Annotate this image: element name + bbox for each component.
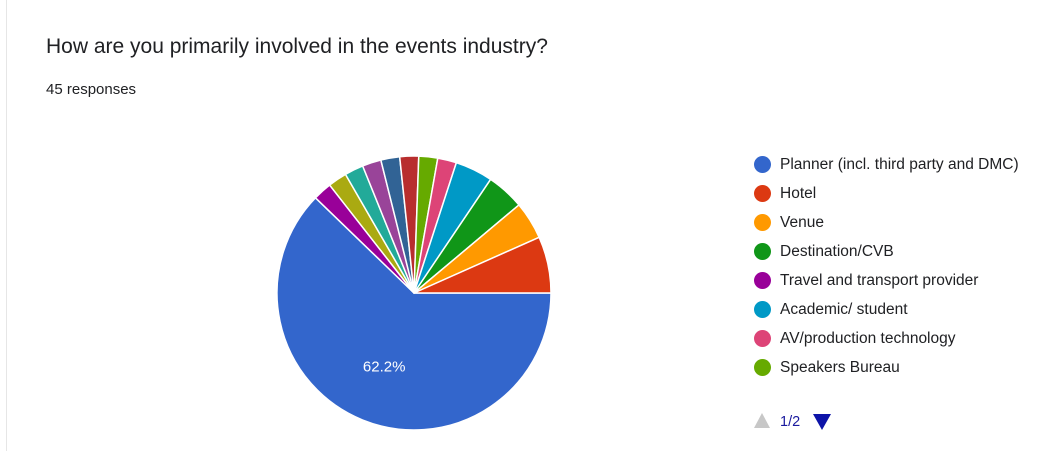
legend-swatch: [754, 185, 771, 202]
legend-pager: 1/2: [752, 410, 872, 434]
legend-label: Hotel: [780, 185, 817, 202]
legend-item-travel: Travel and transport provider: [752, 266, 1062, 295]
legend-item-venue: Venue: [752, 208, 1062, 237]
question-title: How are you primarily involved in the ev…: [46, 35, 548, 58]
pie-slice-planner-incl-third-party-and-dmc[interactable]: [276, 197, 552, 431]
legend-label: AV/production technology: [780, 330, 956, 347]
legend-page-indicator: 1/2: [780, 414, 801, 430]
slice-percent-label: 62.2%: [363, 359, 406, 376]
legend-item-hotel: Hotel: [752, 179, 1062, 208]
triangle-down-icon[interactable]: [813, 414, 831, 430]
legend-label: Venue: [780, 214, 824, 231]
legend-label: Destination/CVB: [780, 243, 894, 260]
pie-slice-hotel[interactable]: [413, 236, 552, 294]
legend-swatch: [754, 301, 771, 318]
legend-item-av-production: AV/production technology: [752, 324, 1062, 353]
triangle-up-icon: [754, 413, 770, 428]
legend-item-planner: Planner (incl. third party and DMC): [752, 150, 1062, 179]
response-count: 45 responses: [46, 81, 137, 98]
legend-label: Academic/ student: [780, 301, 908, 318]
chart-legend: Planner (incl. third party and DMC) Hote…: [752, 150, 1062, 382]
legend-swatch: [754, 330, 771, 347]
legend-label: Travel and transport provider: [780, 272, 979, 289]
legend-swatch: [754, 359, 771, 376]
legend-swatch: [754, 243, 771, 260]
legend-swatch: [754, 272, 771, 289]
legend-item-academic: Academic/ student: [752, 295, 1062, 324]
legend-item-destination: Destination/CVB: [752, 237, 1062, 266]
legend-label: Speakers Bureau: [780, 359, 900, 376]
legend-item-speakers-bureau: Speakers Bureau: [752, 353, 1062, 382]
legend-label: Planner (incl. third party and DMC): [780, 156, 1019, 173]
legend-swatch: [754, 156, 771, 173]
legend-swatch: [754, 214, 771, 231]
left-divider: [6, 0, 7, 451]
